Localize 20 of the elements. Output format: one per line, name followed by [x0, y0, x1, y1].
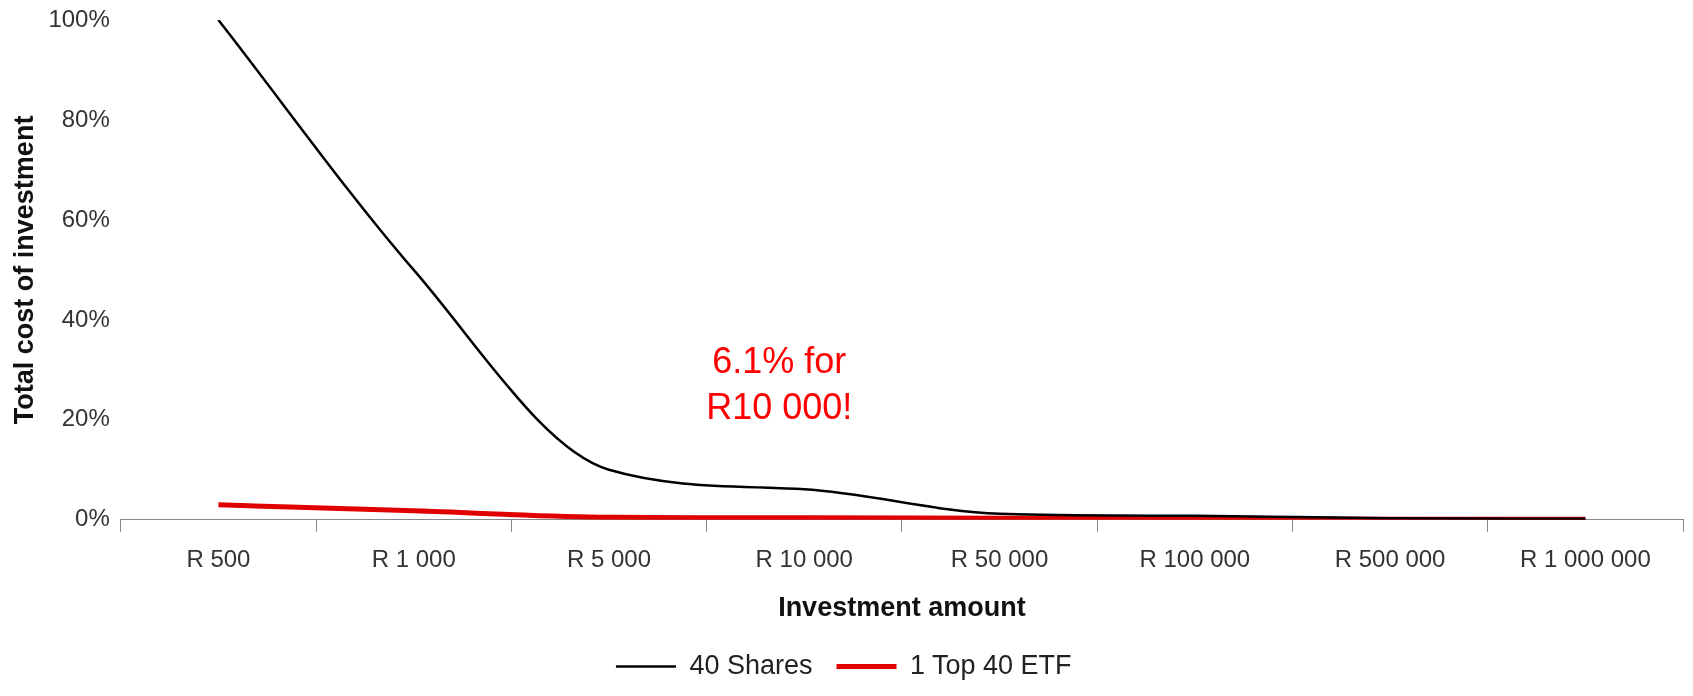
- legend-label: 1 Top 40 ETF: [910, 649, 1072, 680]
- x-tick-label: R 10 000: [755, 544, 853, 572]
- y-tick-label: 40%: [61, 304, 110, 332]
- x-tick-label: R 500: [186, 544, 251, 572]
- legend-label: 40 Shares: [689, 649, 813, 680]
- line-series: [217, 20, 1587, 520]
- annotation: 6.1% for R10 000!: [706, 340, 853, 428]
- y-tick-label: 0%: [75, 504, 110, 532]
- y-axis-title: Total cost of investment: [8, 115, 39, 425]
- x-tick-label: R 5 000: [566, 544, 652, 572]
- x-axis-title: Investment amount: [778, 592, 1026, 623]
- y-tick-label: 100%: [48, 4, 110, 32]
- y-tick-label: 20%: [61, 404, 110, 432]
- x-tick-label: R 1 000 000: [1519, 544, 1651, 572]
- x-tick-label: R 50 000: [950, 544, 1049, 572]
- y-tick-label: 60%: [61, 204, 110, 232]
- x-tick-label: R 100 000: [1139, 544, 1251, 572]
- x-tick-label: R 500 000: [1334, 544, 1446, 572]
- y-tick-label: 80%: [61, 104, 110, 132]
- x-tick-label: R 1 000: [371, 544, 456, 572]
